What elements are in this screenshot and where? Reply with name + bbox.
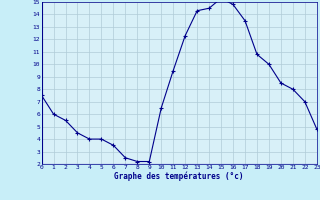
X-axis label: Graphe des températures (°c): Graphe des températures (°c) xyxy=(115,172,244,181)
